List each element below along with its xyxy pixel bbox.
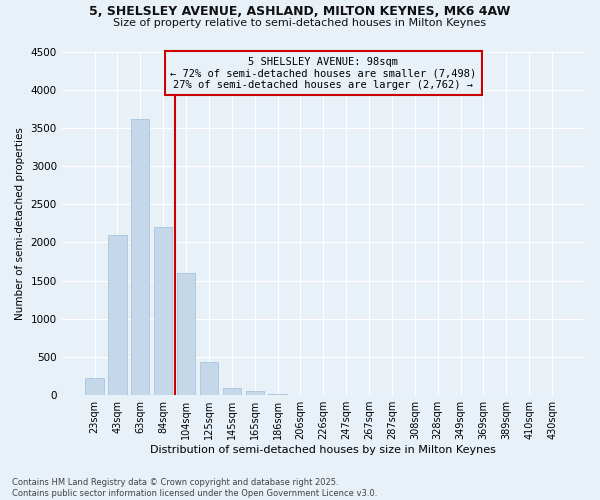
Text: 5 SHELSLEY AVENUE: 98sqm
← 72% of semi-detached houses are smaller (7,498)
27% o: 5 SHELSLEY AVENUE: 98sqm ← 72% of semi-d…: [170, 56, 476, 90]
Bar: [223, 388, 241, 395]
Y-axis label: Number of semi-detached properties: Number of semi-detached properties: [15, 127, 25, 320]
Bar: [245, 392, 264, 395]
X-axis label: Distribution of semi-detached houses by size in Milton Keynes: Distribution of semi-detached houses by …: [151, 445, 496, 455]
Bar: [85, 378, 104, 395]
Text: Contains HM Land Registry data © Crown copyright and database right 2025.
Contai: Contains HM Land Registry data © Crown c…: [12, 478, 377, 498]
Text: 5, SHELSLEY AVENUE, ASHLAND, MILTON KEYNES, MK6 4AW: 5, SHELSLEY AVENUE, ASHLAND, MILTON KEYN…: [89, 5, 511, 18]
Bar: [154, 227, 172, 395]
Bar: [268, 394, 287, 395]
Bar: [200, 362, 218, 395]
Bar: [177, 273, 195, 395]
Text: Size of property relative to semi-detached houses in Milton Keynes: Size of property relative to semi-detach…: [113, 18, 487, 28]
Bar: [109, 235, 127, 395]
Bar: [131, 118, 149, 395]
